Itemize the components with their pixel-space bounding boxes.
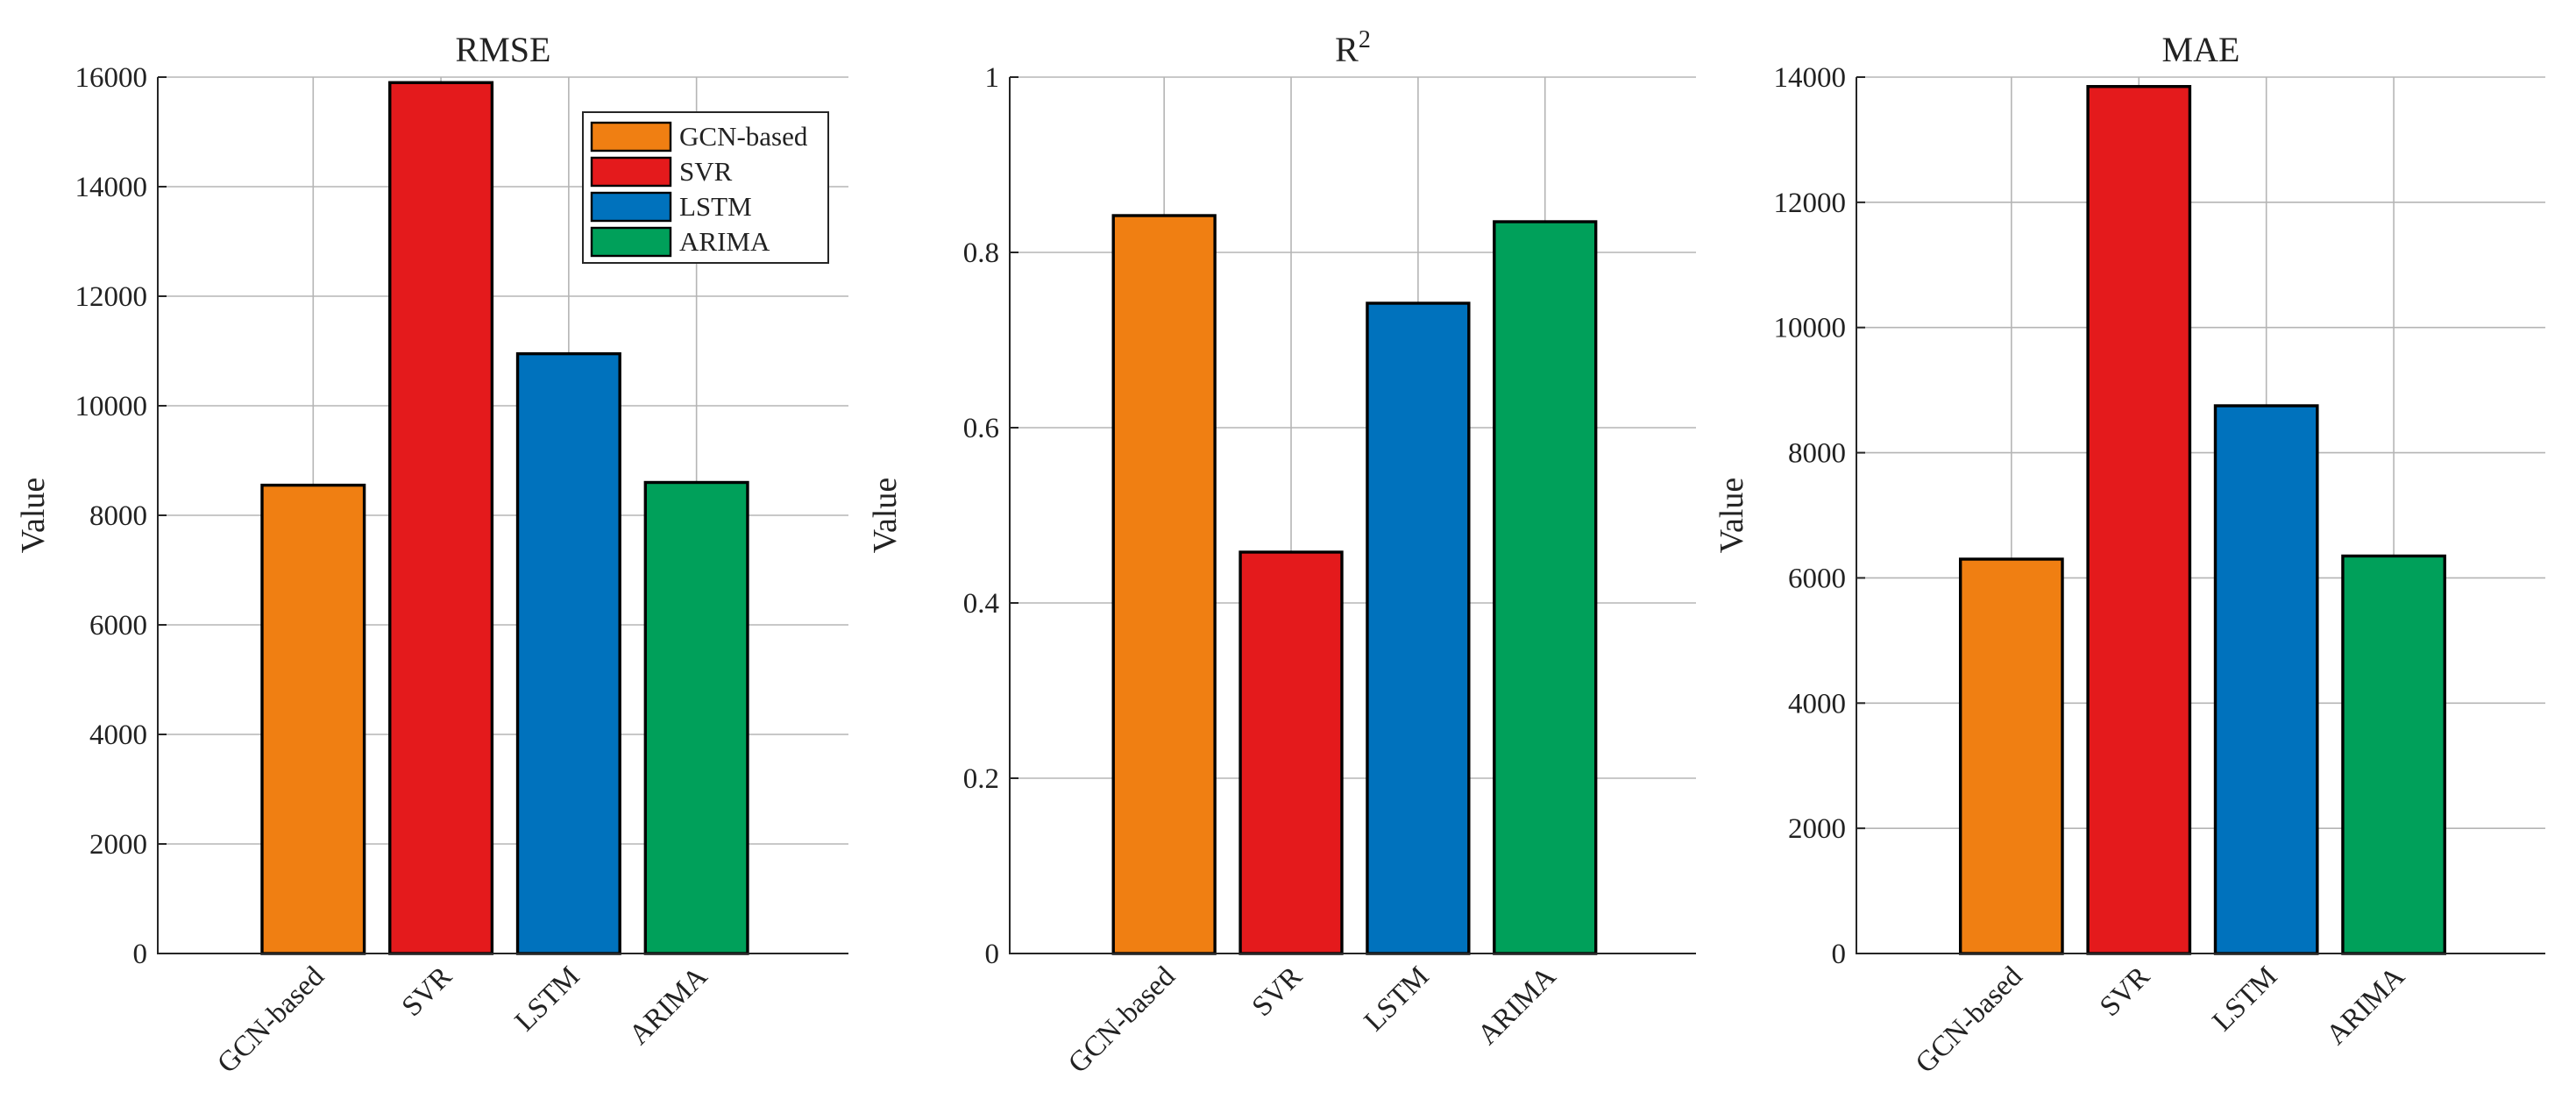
rmse-legend-label-lstm: LSTM (679, 191, 752, 222)
rmse-legend-swatch-arima (590, 226, 672, 258)
mae-bar-lstm (2213, 404, 2319, 955)
rmse-bar-arima (643, 480, 749, 955)
mae-bar-svr (2086, 85, 2192, 955)
mae-bar-gcn-based (1958, 557, 2064, 955)
r2-xtick-label-gcn-based: GCN-based (1062, 961, 1182, 1080)
rmse-legend-label-svr: SVR (679, 156, 733, 187)
chart-r2: 0 0.2 0.4 0.6 0.8 1 GCN-based SVR LSTM ARIMA Value… (867, 26, 1696, 1080)
mae-ytick-label-0: 0 (1832, 939, 1847, 970)
mae-xtick-label-svr: SVR (2094, 961, 2156, 1023)
rmse-ytick-label-4: 8000 (89, 500, 147, 532)
r2-bar-svr (1238, 550, 1344, 955)
mae-title: MAE (2162, 30, 2240, 69)
chart-mae: 0 2000 4000 6000 8000 10000 12000 14000 GCN-base… (1714, 30, 2545, 1080)
rmse-xtick-label-svr: SVR (396, 961, 458, 1023)
rmse-ytick-label-6: 12000 (75, 281, 148, 313)
rmse-legend-swatch-gcn-based (590, 121, 672, 152)
r2-ytick-label-5: 1 (985, 62, 1000, 94)
rmse-ytick-label-0: 0 (133, 939, 148, 970)
mae-ytick-label-5: 10000 (1774, 313, 1847, 344)
rmse-legend-label-gcn-based: GCN-based (679, 121, 808, 152)
rmse-bar-gcn-based (260, 483, 366, 955)
rmse-ytick-label-8: 16000 (75, 62, 148, 94)
chart-rmse: 0 2000 4000 6000 8000 10000 12000 14000 16000 GCN… (15, 30, 848, 1080)
mae-ytick-label-1: 2000 (1788, 813, 1846, 845)
rmse-title-text: RMSE (456, 30, 551, 69)
rmse-ytick-label-2: 4000 (89, 720, 147, 751)
mae-ytick-label-6: 12000 (1774, 188, 1847, 219)
r2-title: R2 (1335, 26, 1371, 69)
rmse-ylabel: Value (15, 478, 52, 554)
mae-ytick-label-4: 8000 (1788, 438, 1846, 470)
rmse-ytick-label-3: 6000 (89, 610, 147, 642)
rmse-ytick-label-5: 10000 (75, 391, 148, 422)
rmse-xtick-label-gcn-based: GCN-based (211, 961, 330, 1080)
r2-title-superscript: 2 (1359, 26, 1371, 53)
r2-ytick-label-4: 0.8 (963, 237, 999, 269)
rmse-legend-swatch-svr (590, 156, 672, 188)
mae-ylabel: Value (1714, 478, 1750, 554)
r2-ytick-label-1: 0.2 (963, 763, 999, 795)
r2-bar-gcn-based (1111, 214, 1217, 955)
mae-ytick-label-7: 14000 (1774, 62, 1847, 94)
r2-bar-arima (1493, 220, 1598, 955)
r2-ylabel: Value (867, 478, 904, 554)
r2-xtick-label-lstm: LSTM (1359, 961, 1436, 1038)
r2-ytick-label-3: 0.6 (963, 413, 999, 444)
r2-ytick-label-0: 0 (985, 939, 1000, 970)
r2-xtick-label-svr: SVR (1246, 961, 1309, 1023)
rmse-xtick-label-lstm: LSTM (509, 961, 586, 1038)
r2-ytick-label-2: 0.4 (963, 588, 999, 620)
rmse-ytick-label-7: 14000 (75, 172, 148, 203)
rmse-legend-label-arima: ARIMA (679, 226, 770, 257)
rmse-xtick-label-arima: ARIMA (623, 961, 713, 1051)
r2-xtick-label-arima: ARIMA (1472, 961, 1562, 1051)
mae-xtick-label-lstm: LSTM (2207, 961, 2284, 1038)
rmse-ytick-label-1: 2000 (89, 829, 147, 861)
mae-ytick-label-3: 6000 (1788, 563, 1846, 594)
rmse-bar-lstm (515, 351, 621, 955)
mae-title-text: MAE (2162, 30, 2240, 69)
r2-title-text: R (1335, 30, 1359, 69)
rmse-legend-swatch-lstm (590, 191, 672, 223)
mae-xtick-label-arima: ARIMA (2320, 961, 2410, 1051)
r2-bar-lstm (1366, 301, 1471, 955)
rmse-title: RMSE (456, 30, 551, 69)
rmse-bar-svr (388, 81, 494, 955)
mae-bar-arima (2341, 554, 2446, 955)
mae-ytick-label-2: 4000 (1788, 688, 1846, 720)
mae-xtick-label-gcn-based: GCN-based (1910, 961, 2029, 1080)
